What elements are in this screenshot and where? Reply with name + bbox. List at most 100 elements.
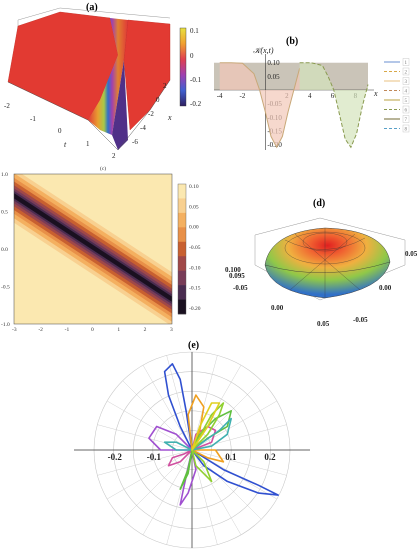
box-edge: [17, 7, 171, 21]
legend-box: [402, 115, 410, 123]
svg-text:0.00: 0.00: [271, 304, 284, 312]
y-tick-label: 1.0: [1, 172, 8, 178]
x-tick-label: -3: [12, 327, 17, 333]
polar-tick-label: -0.2: [108, 452, 123, 462]
surface-valley-bottom: [112, 60, 128, 150]
svg-text:0: 0: [190, 52, 194, 60]
panel-b-line: (b) -4-224680.100.05-0.05-0.10-0.15-0.20…: [214, 36, 410, 150]
x-tick-label: 2: [144, 327, 147, 333]
svg-text:0.1: 0.1: [190, 27, 199, 35]
panel-d-dome: (d) 0.100 0.095 -0.05 0.00 0.05 0.05 0.0…: [225, 198, 417, 328]
svg-text:0.095: 0.095: [229, 272, 245, 280]
axis-x-ticks: 2 0 -2 -4 -6 x: [132, 82, 172, 146]
dome-grid: [302, 232, 348, 252]
legend-box: [402, 86, 410, 95]
y-tick-label: 0.05: [267, 73, 280, 81]
legend-label: 7: [405, 118, 408, 123]
colorbar-c-tick: -0.10: [189, 265, 201, 271]
svg-text:-0.2: -0.2: [190, 100, 202, 108]
legend-box: [402, 58, 410, 66]
polar-curve: [187, 394, 225, 463]
contour-frame: [13, 173, 173, 325]
panel-e-plot: -0.2 -0.1 0.1 0.2: [74, 351, 310, 549]
panel-d-ticks: 0.100 0.095 -0.05 0.00 0.05 0.05 0.00 -0…: [225, 250, 417, 328]
svg-text:0.100: 0.100: [225, 266, 241, 274]
colorbar-c-tick: -0.05: [189, 245, 201, 251]
legend-label: 6: [405, 109, 408, 114]
polar-tick-label: 0.2: [264, 452, 276, 462]
panel-c-label: (c): [100, 165, 106, 172]
series-line: [299, 62, 369, 149]
svg-text:-6: -6: [132, 138, 138, 146]
svg-text:x: x: [167, 113, 172, 122]
colorbar-c-tick: -0.20: [189, 306, 201, 312]
colorbar-c-tick: 0.05: [189, 204, 199, 210]
colorbar-c-tick: -0.15: [189, 286, 201, 292]
legend-box: [402, 124, 410, 133]
svg-text:2: 2: [163, 82, 167, 90]
colorbar-c-tick: 0.00: [189, 225, 199, 231]
polar-curve: [191, 402, 225, 483]
y-tick-label: 0.10: [267, 59, 280, 67]
x-tick-label: -2: [38, 327, 43, 333]
panel-c-contour: (c) -3 -2 -1 0 1 2 3 1.0 0.5 0.0 -0.5 -1.0 0.10 0.05 0…: [1, 165, 201, 333]
box-edge: [7, 79, 171, 151]
contour-band: [14, 193, 172, 302]
legend-box: [402, 67, 410, 76]
y-tick-label: -1.0: [1, 322, 10, 328]
series-fill: [299, 62, 368, 148]
y-tick-label: -0.5: [1, 285, 10, 291]
colorbar-c-cell: [178, 227, 186, 243]
x-tick-label: 3: [170, 327, 173, 333]
x-tick-label: -2: [240, 92, 246, 100]
svg-text:-2: -2: [4, 102, 10, 110]
colorbar-c-cell: [178, 198, 186, 214]
colorbar-c: [177, 183, 187, 315]
svg-text:-2: -2: [148, 110, 154, 118]
panel-c-plot: -3 -2 -1 0 1 2 3 1.0 0.5 0.0 -0.5 -1.0 0.10 0.05 0.00 -…: [1, 172, 201, 333]
svg-text:0.00: 0.00: [379, 284, 392, 292]
colorbar-c-cell: [178, 212, 186, 228]
panel-e-polar: (e) -0.2 -0.1 0.1 0.2: [74, 340, 310, 549]
box-edge: [254, 217, 406, 265]
legend-label: 8: [405, 128, 408, 133]
colorbar-a-ticks: 0.1 0 -0.1 -0.2: [190, 27, 202, 108]
dome-grid: [264, 261, 391, 273]
x-tick-label: 1: [117, 327, 120, 333]
panel-a-surface: (a) -2 -1 0 1 2 t 2 0 -2 -4 -6 x 0.1 0 -…: [4, 2, 202, 160]
svg-text:t: t: [64, 140, 67, 149]
panel-e-label: (e): [188, 340, 199, 351]
dome-grid: [284, 231, 366, 265]
surface-valley: [88, 18, 128, 135]
series-line: [219, 62, 301, 149]
colorbar-c-cell: [178, 299, 186, 315]
x-tick-label: 6: [331, 92, 335, 100]
legend-label: 2: [405, 71, 408, 76]
colorbar-c-cell: [178, 270, 186, 286]
svg-text:0.05: 0.05: [405, 250, 417, 258]
panel-d-label: (d): [313, 198, 325, 209]
axis-t-ticks: -2 -1 0 1 2 t: [4, 102, 116, 160]
colorbar-c-cell: [178, 184, 186, 199]
colorbar-a: [179, 27, 187, 107]
y-tick-label: 0.5: [1, 210, 8, 216]
panel-b-label: (b): [286, 36, 298, 47]
svg-text:1: 1: [86, 140, 90, 148]
x-tick-label: 4: [308, 92, 312, 100]
svg-text:0: 0: [156, 96, 160, 104]
y-tick-label: -0.20: [267, 141, 282, 149]
svg-text:-0.05: -0.05: [233, 284, 248, 292]
panel-b-plot: -4-224680.100.05-0.05-0.10-0.15-0.20: [214, 54, 374, 150]
polar-curve: [163, 417, 232, 451]
x-tick-label: -1: [65, 327, 70, 333]
svg-text:-0.05: -0.05: [353, 316, 368, 324]
dome-surface: [264, 227, 391, 299]
svg-text:-4: -4: [140, 124, 146, 132]
colorbar-c-tick: 0.10: [189, 184, 199, 190]
svg-text:0: 0: [58, 127, 62, 135]
dome-grid: [284, 237, 366, 250]
svg-text:0.05: 0.05: [317, 320, 330, 328]
colorbar-c-cell: [178, 241, 186, 257]
polar-tick-label: 0.1: [225, 452, 237, 462]
x-tick-label: -4: [217, 92, 223, 100]
